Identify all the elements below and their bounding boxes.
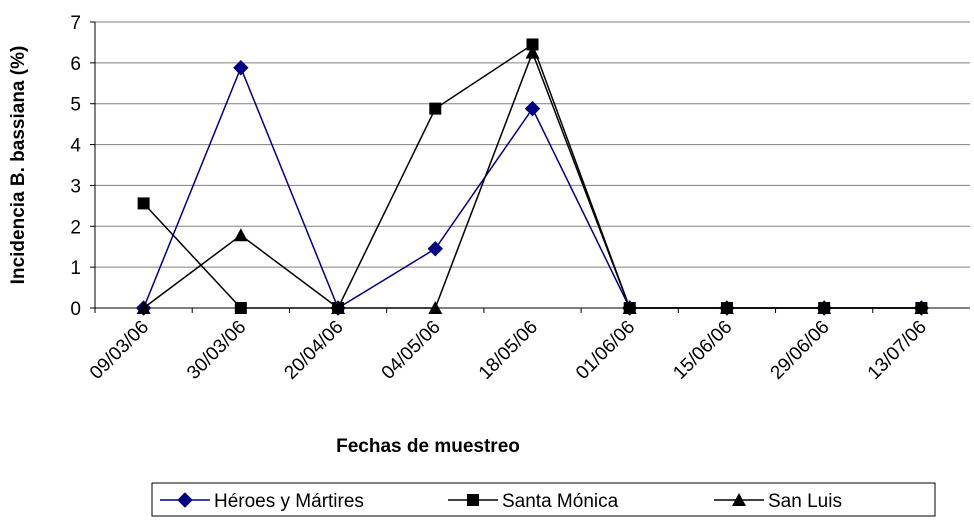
marker [525,45,540,59]
legend-label: Santa Mónica [502,491,619,512]
marker [732,493,746,506]
marker [526,38,539,51]
x-tick-label: 04/05/06 [378,317,445,384]
marker [428,301,443,314]
x-tick-label: 18/05/06 [475,317,542,384]
x-axis-label: Fechas de muestreo [336,436,520,457]
marker [137,197,150,210]
x-tick-label: 30/03/06 [183,317,250,384]
legend-label: Héroes y Mártires [214,491,364,512]
x-tick-label: 15/06/06 [669,317,736,384]
marker [914,301,929,314]
marker [524,100,541,117]
marker [331,301,346,314]
y-tick-label: 3 [70,176,81,197]
x-tick-label: 29/06/06 [767,317,834,384]
marker [817,301,832,314]
y-tick-label: 7 [70,13,81,34]
marker [233,228,248,242]
x-tick-label: 20/04/06 [280,317,347,384]
x-tick-label: 13/07/06 [864,317,931,384]
marker [427,241,443,257]
legend-box [151,482,936,517]
x-tick-label: 09/03/06 [86,317,153,384]
y-tick-label: 5 [70,95,81,116]
y-tick-label: 6 [70,54,81,75]
series-line [143,43,922,309]
marker [719,301,734,314]
y-axis-label: Incidencia B. bassiana (%) [8,46,29,285]
y-tick-label: 1 [70,258,81,279]
marker [234,302,247,314]
marker [467,494,479,506]
marker [136,301,151,314]
marker [177,492,193,508]
y-tick-label: 0 [70,299,81,320]
marker [622,301,637,314]
marker [233,60,249,76]
legend-label: San Luis [768,491,842,512]
series-line [143,50,922,309]
y-tick-label: 2 [70,217,81,238]
marker [429,102,442,115]
y-tick-label: 4 [70,136,81,157]
x-tick-label: 01/06/06 [572,317,639,384]
